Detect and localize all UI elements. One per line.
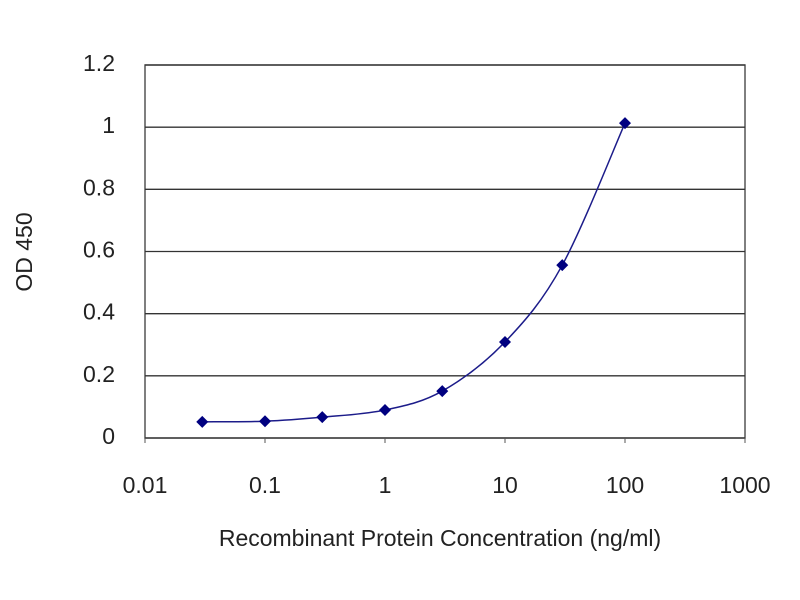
data-point (379, 404, 391, 417)
data-point (436, 385, 449, 398)
x-tick-label: 1 (379, 472, 392, 498)
x-tick-label: 10 (492, 472, 518, 498)
y-tick-label: 0.6 (83, 237, 115, 263)
data-point (259, 415, 271, 428)
y-tick-label: 1.2 (83, 50, 115, 76)
data-point (619, 117, 631, 130)
y-tick-label: 0.8 (83, 174, 115, 200)
data-line (202, 122, 626, 423)
y-tick-label: 0.4 (83, 299, 115, 325)
data-point (196, 415, 209, 428)
data-point (316, 411, 329, 424)
x-tick-label: 100 (606, 472, 644, 498)
x-tick-label: 1000 (719, 472, 770, 498)
data-point (556, 259, 569, 272)
y-tick-label: 1 (102, 112, 115, 138)
y-axis-label: OD 450 (11, 212, 37, 291)
data-point (499, 335, 511, 348)
y-tick-label: 0 (102, 423, 115, 449)
x-axis-label: Recombinant Protein Concentration (ng/ml… (219, 525, 661, 551)
x-tick-label: 0.01 (123, 472, 168, 498)
x-tick-label: 0.1 (249, 472, 281, 498)
y-tick-label: 0.2 (83, 361, 115, 387)
